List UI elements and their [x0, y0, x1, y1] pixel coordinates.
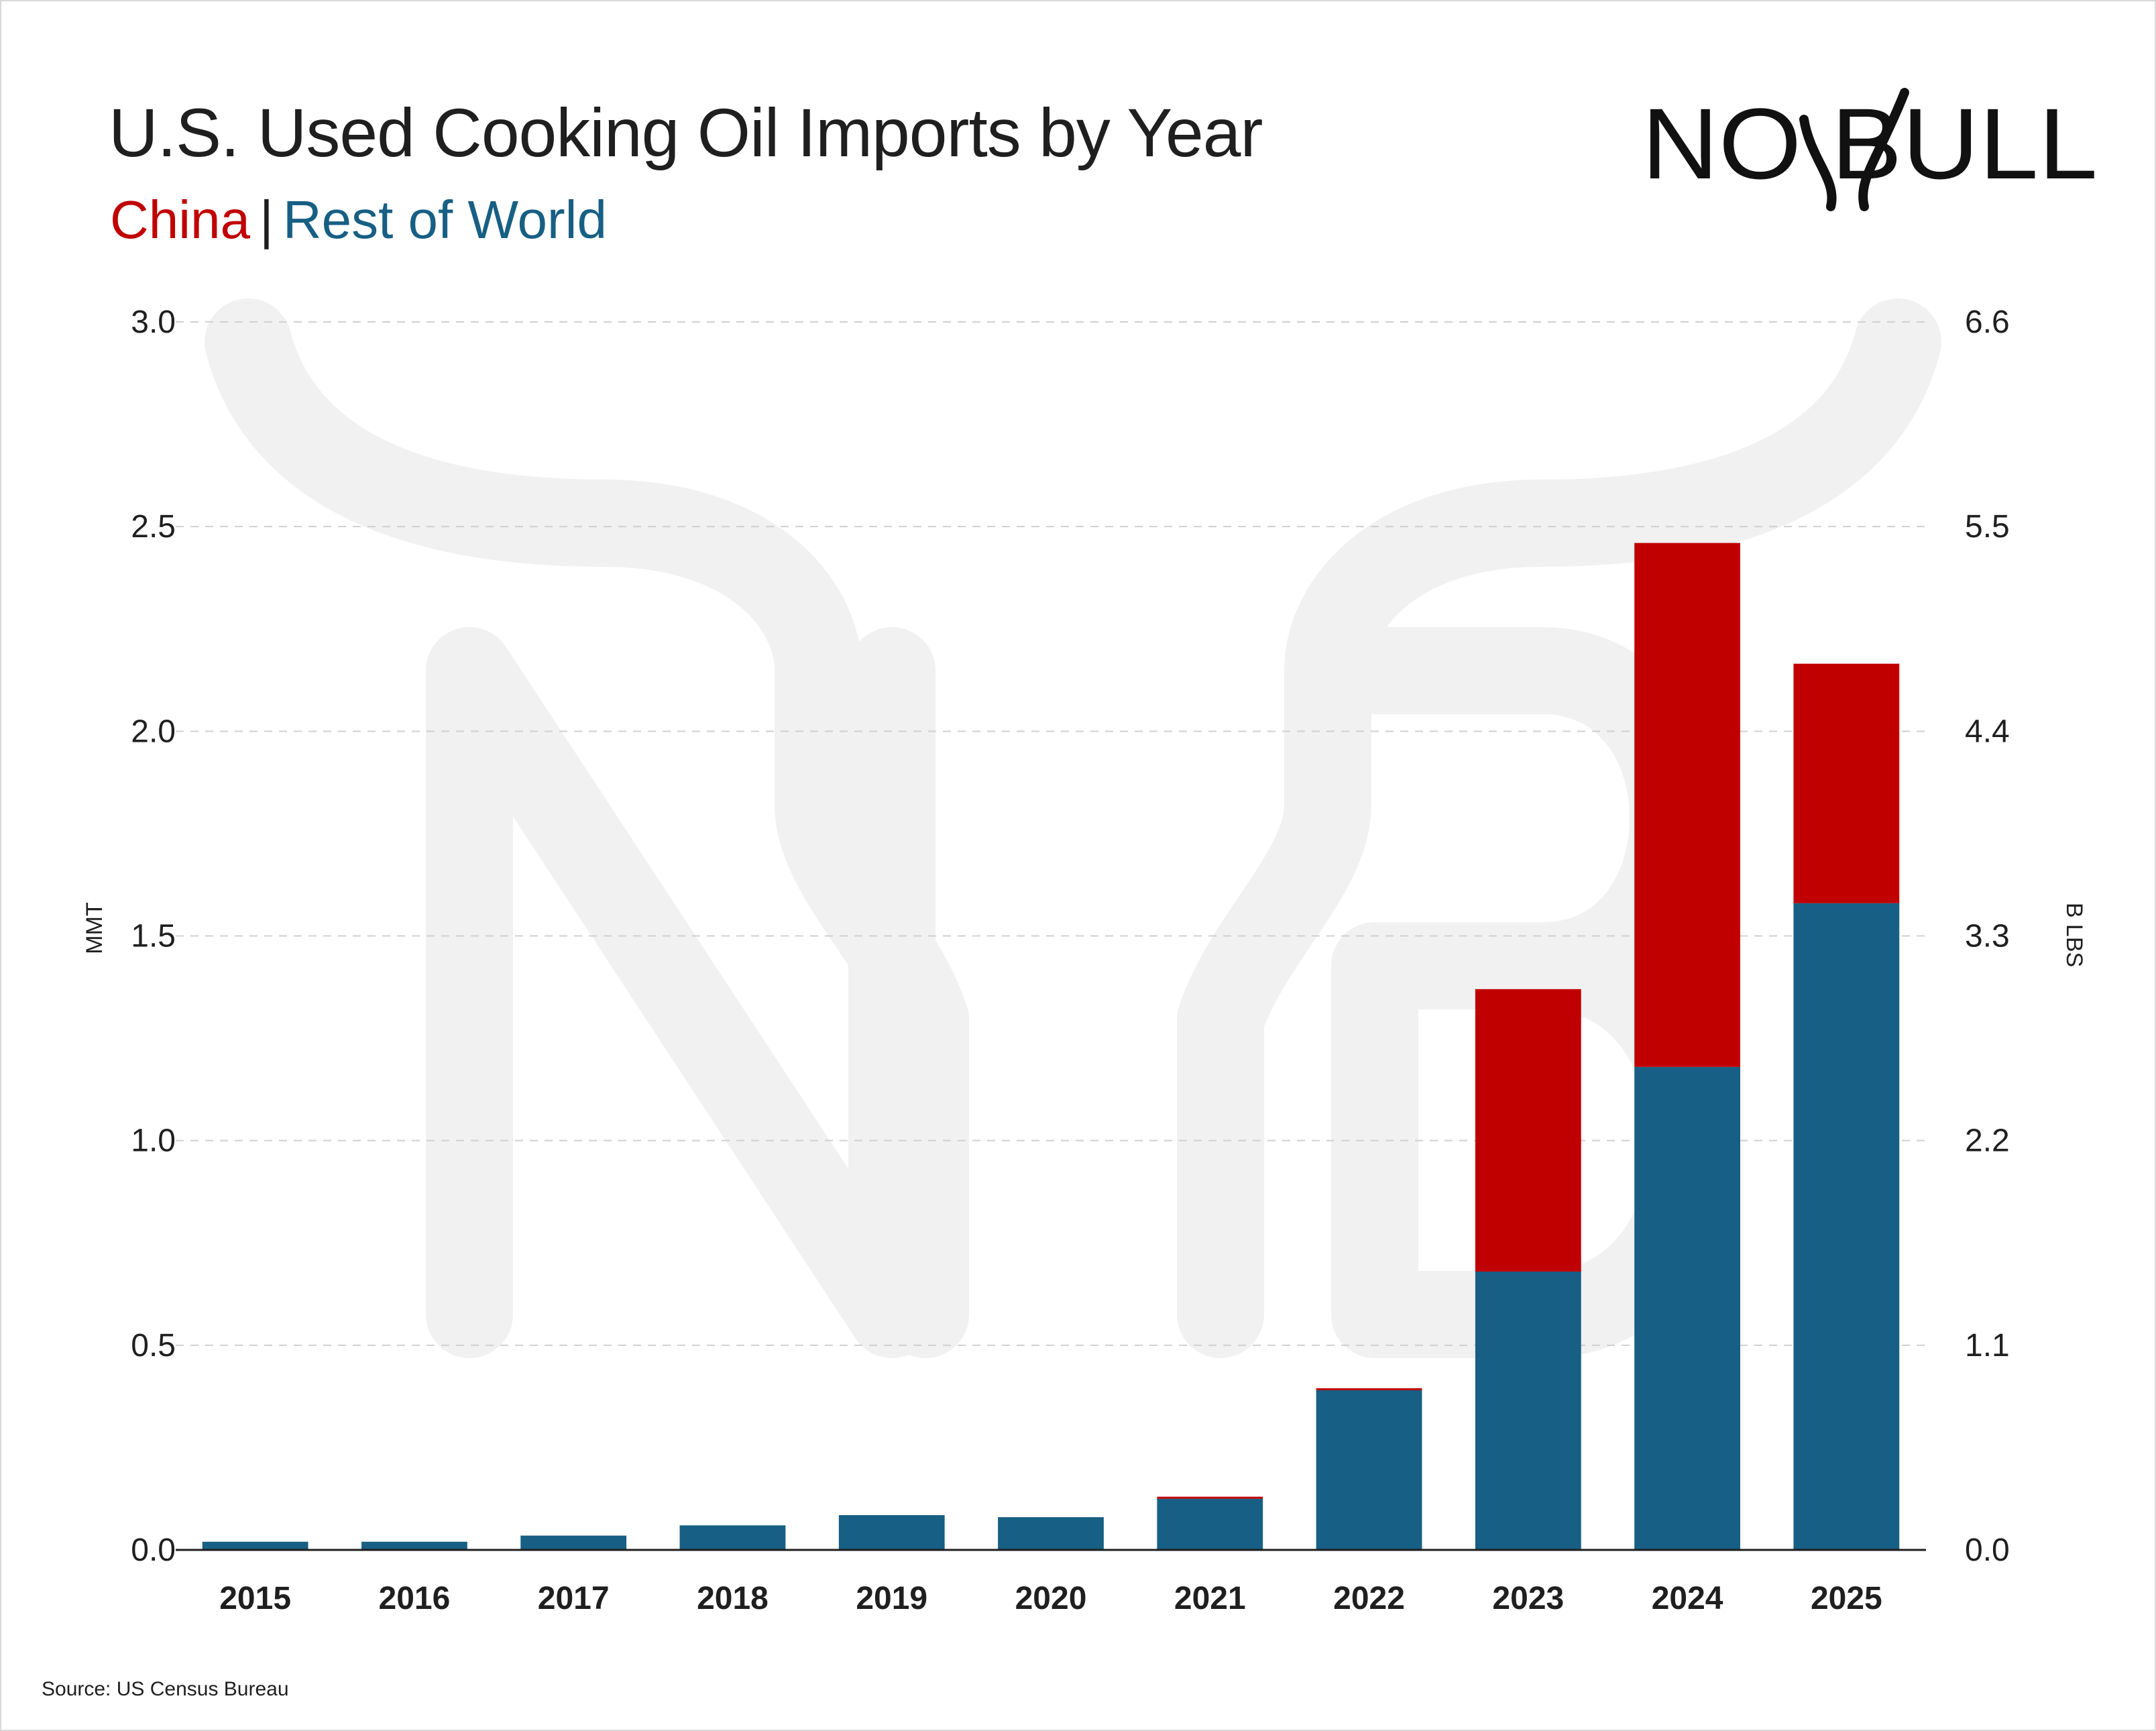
no-bull-logo: NO BULL [1642, 87, 2098, 211]
x-axis: 2015 2016 2017 2018 2019 2020 2021 2022 2023 2024… [219, 1581, 1882, 1616]
bar-rest-of-world-2024 [1634, 1066, 1740, 1550]
bar-rest-of-world-2018 [679, 1525, 786, 1550]
x-tick-label: 2021 [1174, 1581, 1246, 1616]
y-tick-label: 1.0 [131, 1123, 176, 1159]
bar-rest-of-world-2021 [1157, 1498, 1263, 1550]
chart-title: U.S. Used Cooking Oil Imports by Year [109, 95, 1263, 171]
x-tick-label: 2017 [538, 1581, 610, 1616]
bar-china-2025 [1793, 663, 1900, 903]
x-tick-label: 2024 [1652, 1581, 1723, 1616]
legend-separator: | [260, 190, 274, 249]
bar-china-2023 [1475, 989, 1581, 1272]
y2-tick-label: 3.3 [1965, 919, 2010, 954]
x-tick-label: 2025 [1811, 1581, 1882, 1616]
bar-rest-of-world-2016 [361, 1541, 467, 1550]
y-axis-right: 0.0 1.1 2.2 3.3 4.4 5.5 6.6 [1965, 304, 2010, 1568]
x-tick-label: 2016 [379, 1581, 451, 1616]
y-axis-label: MMT [82, 902, 107, 954]
x-tick-label: 2018 [697, 1581, 769, 1616]
x-tick-label: 2020 [1015, 1581, 1087, 1616]
x-tick-label: 2023 [1492, 1581, 1564, 1616]
gridlines [176, 321, 1926, 1346]
bar-rest-of-world-2020 [998, 1517, 1104, 1550]
y2-tick-label: 1.1 [1965, 1328, 2010, 1363]
x-tick-label: 2019 [856, 1581, 927, 1616]
y-tick-label: 2.5 [131, 509, 176, 545]
x-tick-label: 2015 [219, 1581, 291, 1616]
y2-tick-label: 6.6 [1965, 304, 2010, 340]
y2-tick-label: 4.4 [1965, 714, 2010, 749]
bar-rest-of-world-2023 [1475, 1271, 1581, 1550]
legend-china: China [110, 190, 251, 249]
y-axis-left: 0.0 0.5 1.0 1.5 2.0 2.5 3.0 [131, 304, 176, 1568]
x-tick-label: 2022 [1333, 1581, 1405, 1616]
bar-rest-of-world-2019 [838, 1515, 945, 1550]
y-tick-label: 2.0 [131, 714, 176, 749]
bull-horns-icon [1799, 88, 1909, 211]
y-tick-label: 1.5 [131, 919, 176, 954]
bar-china-2021 [1157, 1496, 1263, 1499]
bar-rest-of-world-2022 [1316, 1390, 1422, 1550]
y-tick-label: 3.0 [131, 304, 176, 340]
y-tick-label: 0.5 [131, 1328, 176, 1363]
bar-rest-of-world-2025 [1793, 903, 1900, 1550]
source-note: Source: US Census Bureau [42, 1678, 289, 1700]
y-tick-label: 0.0 [131, 1532, 176, 1568]
legend: China | Rest of World [110, 189, 607, 251]
bars [202, 543, 1900, 1550]
y2-tick-label: 0.0 [1965, 1532, 2010, 1568]
legend-rest-of-world: Rest of World [282, 190, 607, 249]
bar-rest-of-world-2017 [520, 1535, 627, 1550]
bar-china-2024 [1634, 543, 1740, 1067]
y2-tick-label: 5.5 [1965, 509, 2010, 545]
y2-axis-label: B LBS [2061, 903, 2087, 967]
y2-tick-label: 2.2 [1965, 1123, 2010, 1159]
bar-china-2022 [1316, 1388, 1422, 1390]
bar-rest-of-world-2015 [202, 1541, 308, 1550]
